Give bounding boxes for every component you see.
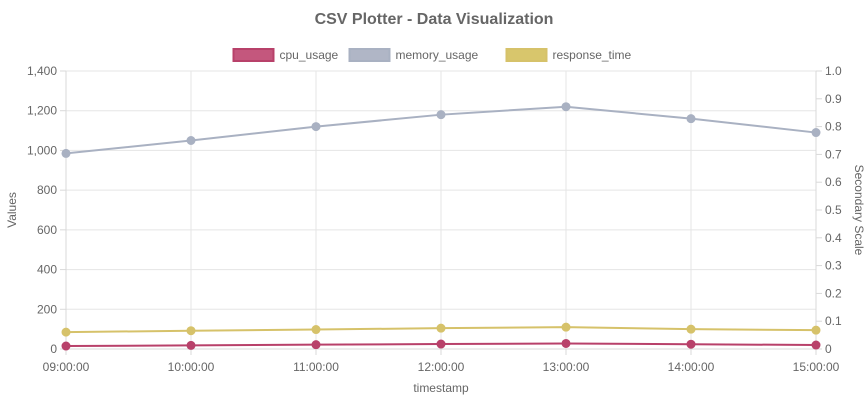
x-tick-label: 12:00:00	[418, 360, 465, 374]
y2-tick-label: 0.8	[825, 120, 842, 134]
y2-tick-label: 0.4	[825, 231, 842, 245]
legend: cpu_usage memory_usage response_time	[232, 48, 632, 62]
y2-tick-label: 0.6	[825, 175, 842, 189]
y2-tick-label: 0.5	[825, 203, 842, 217]
data-point-memory_usage[interactable]	[436, 110, 446, 120]
data-point-response_time[interactable]	[811, 325, 821, 335]
y-tick-label: 800	[37, 183, 57, 197]
x-tick-label: 15:00:00	[793, 360, 840, 374]
y2-tick-label: 0.2	[825, 286, 842, 300]
data-point-cpu_usage[interactable]	[311, 340, 321, 350]
data-point-response_time[interactable]	[186, 326, 196, 336]
chart-title: CSV Plotter - Data Visualization	[315, 11, 554, 28]
y2-tick-label: 0	[825, 342, 832, 356]
axes: 0 200 400 600 800 1,000 1,200 1,400 0 0.1 0.2 0.3 0.…	[27, 64, 842, 374]
data-point-response_time[interactable]	[61, 327, 71, 337]
y2-axis-title: Secondary Scale	[852, 165, 866, 256]
data-point-memory_usage[interactable]	[686, 114, 696, 124]
legend-swatch	[348, 48, 391, 62]
data-point-response_time[interactable]	[561, 322, 571, 332]
y-tick-label: 200	[37, 302, 57, 316]
data-point-memory_usage[interactable]	[186, 136, 196, 145]
legend-item-cpu_usage[interactable]: cpu_usage	[232, 48, 339, 62]
y2-tick-label: 0.3	[825, 259, 842, 273]
data-point-cpu_usage[interactable]	[811, 340, 821, 350]
data-point-cpu_usage[interactable]	[686, 339, 696, 349]
legend-label: cpu_usage	[280, 48, 339, 62]
y-tick-label: 600	[37, 223, 57, 237]
legend-label: response_time	[553, 48, 632, 62]
y-tick-label: 1,000	[27, 143, 57, 157]
series-layer	[61, 102, 821, 351]
x-tick-label: 11:00:00	[293, 360, 339, 374]
data-point-memory_usage[interactable]	[811, 128, 821, 138]
y-axis-title: Values	[5, 192, 19, 228]
x-axis-title: timestamp	[413, 381, 469, 395]
x-tick-label: 09:00:00	[43, 360, 90, 374]
data-point-response_time[interactable]	[436, 323, 446, 333]
y-tick-label: 1,400	[27, 64, 57, 78]
y2-tick-label: 1.0	[825, 64, 842, 78]
y2-tick-label: 0.1	[825, 314, 842, 328]
y-tick-label: 1,200	[27, 104, 57, 118]
legend-item-response_time[interactable]: response_time	[505, 48, 632, 62]
x-tick-label: 14:00:00	[668, 360, 715, 374]
data-point-cpu_usage[interactable]	[61, 341, 71, 351]
legend-item-memory_usage[interactable]: memory_usage	[348, 48, 479, 62]
y-tick-label: 400	[37, 263, 57, 277]
data-point-memory_usage[interactable]	[561, 102, 571, 112]
y2-tick-label: 0.7	[825, 147, 842, 161]
data-point-memory_usage[interactable]	[61, 148, 71, 158]
data-point-cpu_usage[interactable]	[436, 339, 446, 349]
y-tick-label: 0	[50, 342, 57, 356]
data-point-response_time[interactable]	[311, 325, 321, 335]
data-point-memory_usage[interactable]	[311, 122, 321, 132]
data-point-cpu_usage[interactable]	[561, 338, 571, 348]
legend-label: memory_usage	[396, 48, 479, 62]
legend-swatch	[505, 48, 548, 62]
y2-tick-label: 0.9	[825, 92, 842, 106]
legend-swatch	[232, 48, 275, 62]
data-point-response_time[interactable]	[686, 324, 696, 334]
x-tick-label: 13:00:00	[543, 360, 590, 374]
data-point-cpu_usage[interactable]	[186, 340, 196, 350]
x-tick-label: 10:00:00	[168, 360, 215, 374]
